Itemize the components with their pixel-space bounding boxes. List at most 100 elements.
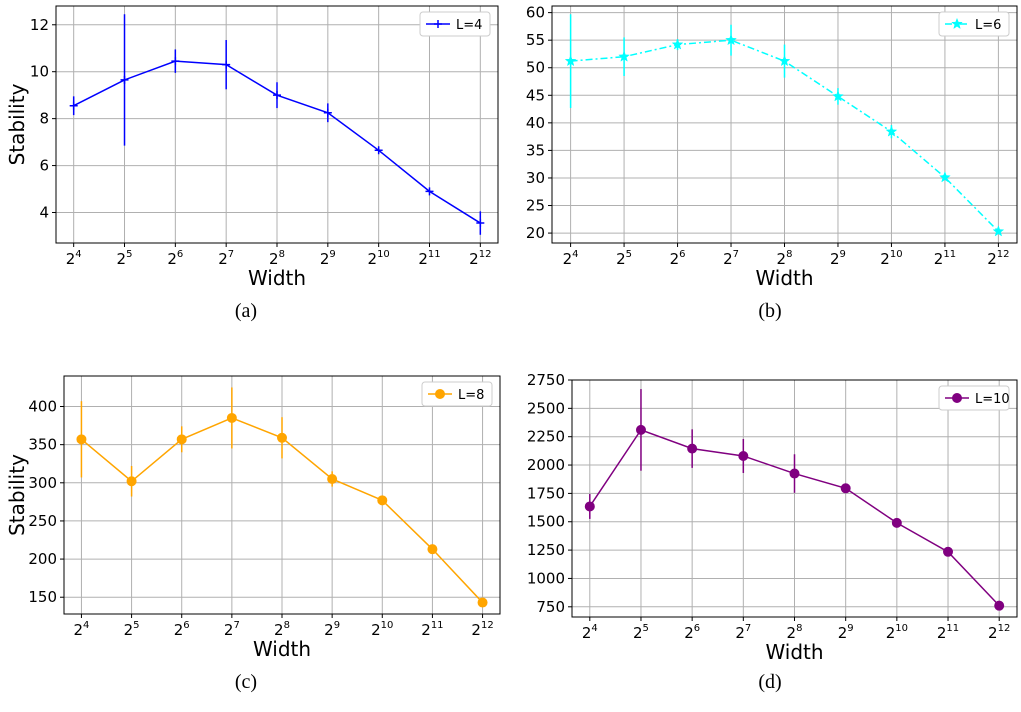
- data-point: [564, 54, 577, 67]
- x-tick-base: 2: [787, 624, 797, 642]
- x-tick-label: 26: [174, 620, 190, 639]
- data-point: [778, 54, 791, 67]
- data-point: [120, 75, 129, 84]
- y-tick-label: 2500: [527, 399, 565, 417]
- x-tick-base: 2: [368, 250, 378, 268]
- x-tick-exponent: 7: [228, 249, 234, 260]
- x-tick-base: 2: [934, 250, 944, 268]
- x-tick-label: 211: [934, 249, 956, 268]
- x-tick-exponent: 10: [381, 620, 394, 631]
- x-tick-exponent: 11: [946, 623, 959, 634]
- x-tick-exponent: 4: [572, 249, 578, 260]
- x-tick-base: 2: [777, 250, 787, 268]
- x-tick-label: 24: [66, 249, 82, 268]
- legend-label: L=8: [458, 388, 484, 403]
- x-tick-label: 211: [418, 249, 440, 268]
- x-tick-base: 2: [723, 250, 733, 268]
- x-tick-base: 2: [563, 250, 573, 268]
- x-tick-exponent: 12: [998, 623, 1011, 634]
- y-tick-label: 1750: [527, 484, 565, 502]
- data-point: [435, 389, 445, 399]
- x-tick-label: 27: [224, 620, 240, 639]
- x-tick-label: 26: [167, 249, 183, 268]
- data-point: [635, 424, 646, 435]
- panel-caption: (d): [758, 671, 782, 693]
- x-tick-base: 2: [735, 624, 745, 642]
- x-tick-base: 2: [174, 621, 184, 639]
- x-tick-exponent: 8: [279, 249, 285, 260]
- x-tick-exponent: 9: [334, 620, 340, 631]
- y-tick-label: 40: [526, 114, 545, 132]
- x-tick-exponent: 10: [890, 249, 903, 260]
- y-tick-label: 30: [526, 169, 545, 187]
- x-tick-label: 212: [471, 620, 493, 639]
- data-point: [69, 101, 78, 110]
- data-point: [171, 57, 180, 66]
- x-tick-exponent: 12: [481, 620, 494, 631]
- x-tick-label: 28: [777, 249, 793, 268]
- legend: L=4: [419, 11, 491, 37]
- y-tick-label: 750: [536, 598, 565, 616]
- panel-caption: (b): [758, 300, 782, 322]
- series-line: [570, 39, 999, 232]
- x-axis-label: Width: [765, 640, 823, 664]
- data-point: [840, 483, 851, 494]
- x-tick-exponent: 7: [745, 623, 751, 634]
- y-tick-label: 45: [526, 86, 545, 104]
- x-tick-label: 210: [880, 249, 902, 268]
- x-tick-base: 2: [987, 250, 997, 268]
- x-tick-label: 210: [371, 620, 393, 639]
- legend-label: L=4: [456, 18, 482, 33]
- legend: L=8: [421, 381, 493, 407]
- x-tick-label: 25: [633, 623, 649, 642]
- x-tick-label: 28: [274, 620, 290, 639]
- x-tick-label: 25: [124, 620, 140, 639]
- x-tick-exponent: 5: [643, 623, 649, 634]
- y-tick-label: 55: [526, 31, 545, 49]
- data-point: [789, 468, 800, 479]
- data-point: [76, 434, 87, 445]
- x-tick-base: 2: [117, 250, 127, 268]
- legend-label: L=10: [975, 392, 1010, 407]
- x-tick-base: 2: [73, 621, 83, 639]
- x-tick-base: 2: [670, 250, 680, 268]
- x-tick-base: 2: [471, 621, 481, 639]
- x-tick-base: 2: [937, 624, 947, 642]
- x-tick-exponent: 6: [679, 249, 685, 260]
- legend-box: [938, 11, 1010, 37]
- y-tick-label: 1250: [527, 541, 565, 559]
- x-tick-label: 212: [987, 249, 1009, 268]
- x-tick-exponent: 6: [177, 249, 183, 260]
- y-axis-label: Stability: [5, 454, 29, 536]
- x-tick-base: 2: [469, 250, 479, 268]
- data-point: [327, 473, 338, 484]
- legend-box: [419, 11, 491, 37]
- data-point: [832, 90, 844, 102]
- x-tick-base: 2: [880, 250, 890, 268]
- y-tick-label: 2750: [527, 371, 565, 389]
- x-tick-base: 2: [324, 621, 334, 639]
- y-tick-label: 10: [30, 63, 49, 81]
- y-tick-label: 200: [28, 550, 57, 568]
- x-tick-label: 28: [269, 249, 285, 268]
- x-tick-base: 2: [418, 250, 428, 268]
- y-tick-label: 150: [28, 588, 57, 606]
- x-tick-label: 29: [838, 623, 854, 642]
- y-tick-label: 60: [526, 4, 545, 22]
- x-tick-base: 2: [684, 624, 694, 642]
- data-point: [126, 476, 137, 487]
- y-tick-label: 8: [39, 110, 49, 128]
- x-tick-exponent: 4: [83, 620, 89, 631]
- x-tick-exponent: 12: [997, 249, 1010, 260]
- y-tick-label: 2000: [527, 456, 565, 474]
- x-tick-exponent: 5: [626, 249, 632, 260]
- y-tick-label: 4: [39, 203, 49, 221]
- x-tick-exponent: 11: [943, 249, 956, 260]
- x-tick-base: 2: [124, 621, 134, 639]
- y-tick-label: 12: [30, 16, 49, 34]
- y-tick-label: 6: [39, 157, 49, 175]
- data-point: [176, 434, 187, 445]
